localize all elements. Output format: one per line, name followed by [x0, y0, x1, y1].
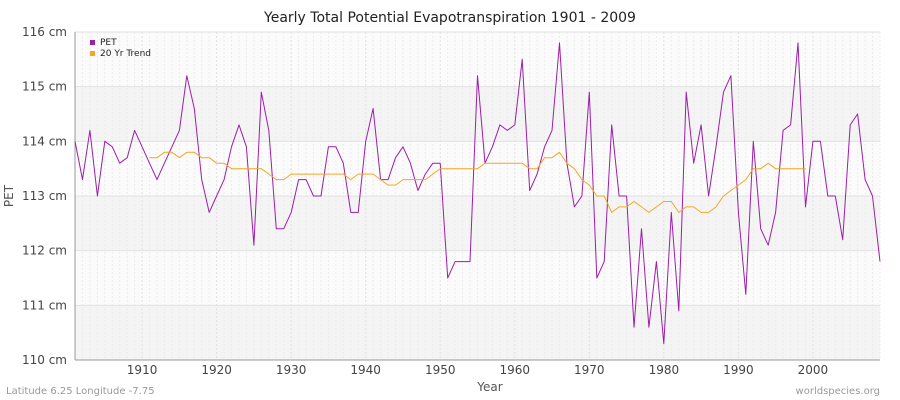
x-tick-label: 1970	[574, 363, 605, 377]
x-tick-labels: 1910 1920 1930 1940 1950 1960 1970 1980 1990 2000	[127, 363, 828, 377]
x-tick-label: 1920	[201, 363, 232, 377]
y-tick-labels: 110 cm 111 cm 112 cm 113 cm 114 cm 115 cm 116 …	[22, 25, 67, 367]
y-tick-label: 112 cm	[22, 244, 67, 258]
x-tick-label: 2000	[798, 363, 829, 377]
x-tick-label: 1940	[350, 363, 381, 377]
y-tick-label: 116 cm	[22, 25, 67, 39]
series-line-pet	[74, 42, 881, 345]
y-axis-label: PET	[2, 184, 16, 207]
x-tick-label: 1910	[127, 363, 158, 377]
y-tick-label: 113 cm	[22, 189, 67, 203]
x-tick-label: 1930	[276, 363, 307, 377]
series-line-20-yr-trend	[149, 151, 806, 213]
y-tick-label: 115 cm	[22, 80, 67, 94]
footer-location: Latitude 6.25 Longitude -7.75	[6, 386, 155, 397]
y-tick-label: 114 cm	[22, 134, 67, 148]
y-tick-label: 110 cm	[22, 353, 67, 367]
legend: PET 20 Yr Trend	[90, 38, 151, 59]
x-tick-label: 1960	[499, 363, 530, 377]
x-axis-label: Year	[476, 380, 502, 394]
legend-swatch-trend	[90, 51, 95, 56]
legend-label-pet: PET	[100, 38, 117, 48]
series-lines	[74, 42, 881, 345]
x-tick-label: 1980	[649, 363, 680, 377]
legend-swatch-pet	[90, 40, 95, 45]
x-tick-label: 1990	[723, 363, 754, 377]
legend-label-trend: 20 Yr Trend	[100, 49, 151, 59]
x-tick-label: 1950	[425, 363, 456, 377]
chart-title: Yearly Total Potential Evapotranspiratio…	[263, 10, 636, 26]
y-tick-label: 111 cm	[22, 298, 67, 312]
footer-source: worldspecies.org	[796, 386, 880, 397]
